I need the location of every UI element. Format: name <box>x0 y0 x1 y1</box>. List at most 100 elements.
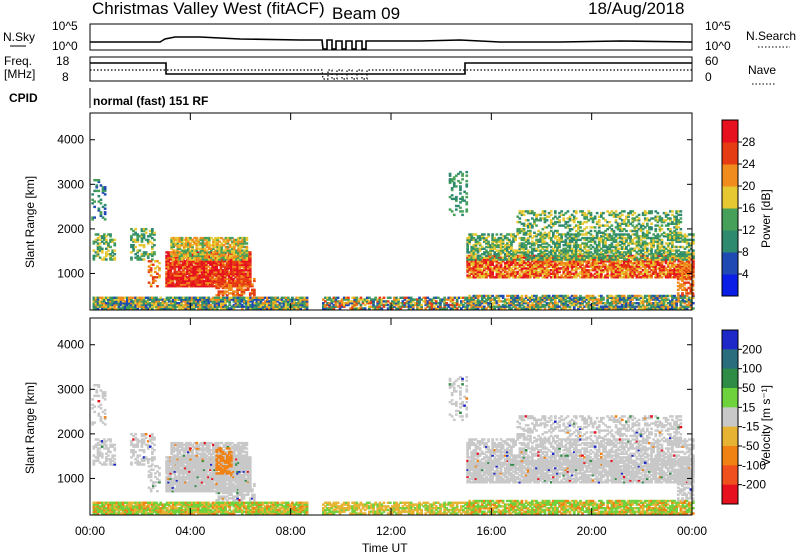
power-cell <box>610 303 614 307</box>
power-cell <box>121 300 125 303</box>
power-cell <box>631 307 635 310</box>
power-cell <box>103 298 106 301</box>
power-cell <box>242 288 246 291</box>
power-cell <box>230 307 234 310</box>
power-cell <box>448 172 452 176</box>
power-cell <box>593 261 597 265</box>
power-cell <box>192 285 196 288</box>
power-cell <box>522 276 526 279</box>
power-cell <box>180 242 184 245</box>
power-cell <box>200 285 204 288</box>
power-cell <box>191 245 194 249</box>
power-cell <box>664 300 668 303</box>
power-cell <box>499 274 503 277</box>
power-cell <box>171 263 175 266</box>
power-cell <box>485 307 488 310</box>
power-cell <box>459 210 462 213</box>
power-cell <box>516 270 520 274</box>
power-cell <box>401 296 405 299</box>
power-cell <box>253 307 257 310</box>
power-cell <box>148 298 152 301</box>
power-cell <box>537 303 540 307</box>
power-cell <box>153 233 156 236</box>
power-cell <box>169 265 173 268</box>
power-cell <box>98 242 102 245</box>
power-cell <box>236 270 239 274</box>
power-cell <box>177 267 181 270</box>
power-cell <box>230 249 234 252</box>
power-cell <box>574 269 578 272</box>
power-cell <box>232 263 235 266</box>
power-cell <box>457 172 460 176</box>
power-cell <box>213 253 216 256</box>
power-cell <box>165 254 168 258</box>
power-cell <box>457 303 461 307</box>
power-cell <box>272 300 275 303</box>
power-cell <box>235 251 238 254</box>
power-cell <box>172 245 176 249</box>
power-cell <box>243 242 247 245</box>
power-cell <box>535 265 538 268</box>
power-cell <box>549 307 553 310</box>
power-cell <box>243 238 247 242</box>
power-cell <box>151 228 154 231</box>
power-cell <box>568 300 572 303</box>
power-cell <box>465 183 469 186</box>
power-cell <box>130 298 133 301</box>
power-cell <box>577 298 580 301</box>
power-cell <box>673 296 676 299</box>
power-cell <box>493 267 497 270</box>
power-cell <box>95 186 99 189</box>
power-cell <box>190 263 193 266</box>
freq-label-1: Freq. <box>4 54 32 68</box>
power-cell <box>199 296 202 299</box>
power-cell <box>495 296 499 299</box>
power-cell <box>236 305 240 308</box>
power-cell <box>212 240 215 243</box>
power-cell <box>203 236 207 240</box>
power-cell <box>221 272 225 275</box>
power-cell <box>587 300 591 303</box>
power-cell <box>159 298 163 301</box>
power-cell <box>393 300 396 303</box>
power-cell <box>552 256 555 259</box>
power-cell <box>240 272 244 275</box>
power-cell <box>130 300 133 303</box>
power-cell <box>531 272 534 275</box>
power-cell <box>424 296 428 299</box>
power-cell <box>115 303 119 307</box>
power-cell <box>259 303 263 307</box>
power-cell <box>430 303 434 307</box>
power-cell <box>230 260 233 263</box>
power-cell <box>541 298 545 301</box>
power-cell <box>230 269 233 272</box>
power-cell <box>278 298 282 301</box>
power-cell <box>113 256 117 259</box>
power-cell <box>228 249 232 252</box>
power-cell <box>96 245 100 249</box>
power-cell <box>286 300 290 303</box>
power-cell <box>572 256 576 259</box>
power-cell <box>476 263 480 266</box>
power-cell <box>107 307 110 310</box>
power-cell <box>97 179 101 182</box>
power-cell <box>184 274 187 277</box>
power-cell <box>142 296 146 299</box>
power-cell <box>130 245 133 249</box>
power-cell <box>101 205 105 209</box>
power-cell <box>121 296 125 299</box>
power-cell <box>253 305 257 308</box>
power-cell <box>549 263 553 266</box>
power-cell <box>577 305 580 308</box>
power-cell <box>531 307 534 310</box>
power-cell <box>483 276 486 279</box>
power-cell <box>449 303 453 307</box>
power-cell <box>568 256 572 259</box>
power-cell <box>340 305 344 308</box>
power-cell <box>487 274 490 277</box>
power-cell <box>512 303 515 307</box>
power-cell <box>468 303 471 307</box>
power-cell <box>221 279 225 283</box>
power-cell <box>541 272 545 275</box>
